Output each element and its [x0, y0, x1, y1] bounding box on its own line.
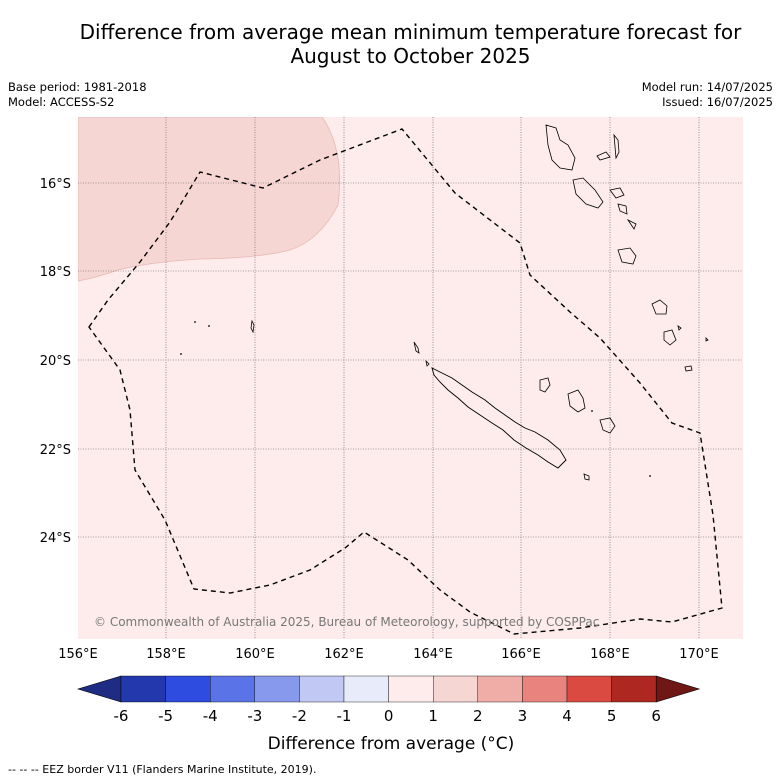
- colorbar-segment: [566, 675, 612, 703]
- colorbar-tick-label: 6: [651, 707, 661, 725]
- meta-right: Model run: 14/07/2025 Issued: 16/07/2025: [642, 80, 773, 110]
- colorbar-segment: [522, 675, 568, 703]
- title-line-1: Difference from average mean minimum tem…: [79, 20, 742, 44]
- colorbar-segment: [299, 675, 345, 703]
- reef-dot-2: [208, 325, 210, 327]
- colorbar-extend-high: [655, 675, 701, 703]
- small-islet: [425, 359, 430, 367]
- colorbar-tick-label: 2: [473, 707, 483, 725]
- espiritu-santo: [545, 124, 576, 171]
- lon-label: 156°E: [58, 647, 98, 662]
- lon-label: 170°E: [679, 647, 719, 662]
- eez-border: [88, 128, 723, 635]
- colorbar-segment: [165, 675, 211, 703]
- colorbar-tick-label: 3: [518, 707, 528, 725]
- meta-left: Base period: 1981-2018 Model: ACCESS-S2: [8, 80, 147, 110]
- colorbar-tick-label: 0: [384, 707, 394, 725]
- copyright-text: © Commonwealth of Australia 2025, Bureau…: [94, 615, 599, 629]
- lat-label: 22°S: [40, 443, 71, 458]
- anomaly-patch: [78, 117, 340, 282]
- pentecost-island: [609, 187, 625, 199]
- gridlines: [78, 117, 743, 639]
- eez-footnote: -- -- -- EEZ border V11 (Flanders Marine…: [8, 763, 317, 776]
- chesterfield-islet: [250, 319, 255, 334]
- title-line-2: August to October 2025: [290, 44, 531, 68]
- latitude-labels: 16°S 18°S 20°S 22°S 24°S: [40, 177, 71, 546]
- lifou-island: [567, 389, 586, 413]
- new-caledonia-island: [431, 367, 567, 469]
- model-run: Model run: 14/07/2025: [641, 80, 773, 94]
- colorbar-tick-label: -3: [247, 707, 262, 725]
- colorbar-tick-label: -2: [292, 707, 307, 725]
- colorbar-tick-label: 4: [562, 707, 572, 725]
- lat-label: 24°S: [40, 531, 71, 546]
- futuna-islet: [677, 325, 682, 331]
- colorbar-segment: [611, 675, 657, 703]
- aneityum-island: [684, 365, 693, 372]
- colorbar-tick-label: -4: [203, 707, 218, 725]
- lon-label: 166°E: [501, 647, 541, 662]
- lon-label: 164°E: [413, 647, 453, 662]
- colorbar-tick-label: 1: [428, 707, 438, 725]
- tanna-island: [663, 329, 677, 346]
- colorbar-tick-label: -5: [158, 707, 173, 725]
- colorbar-segment: [433, 675, 479, 703]
- reef-dot-4: [649, 475, 651, 477]
- reef-dot-3: [180, 353, 182, 355]
- longitude-labels: 156°E 158°E 160°E 162°E 164°E 166°E 168°…: [58, 647, 719, 662]
- belep-islands: [413, 341, 420, 354]
- colorbar-tick-label: -6: [114, 707, 129, 725]
- colorbar-extend-low: [76, 675, 122, 703]
- reef-dot-5: [591, 410, 593, 412]
- colorbar-segment: [388, 675, 434, 703]
- lat-label: 16°S: [40, 177, 71, 192]
- colorbar-segment: [477, 675, 523, 703]
- colorbar-segment: [343, 675, 389, 703]
- colorbar: -6 -5 -4 -3 -2 -1 0 1 2 3 4 5 6: [76, 675, 701, 725]
- lon-label: 162°E: [324, 647, 364, 662]
- ouvea-island: [539, 377, 551, 393]
- map-title: Difference from average mean minimum tem…: [0, 20, 781, 68]
- shepherd-islands: [626, 218, 637, 230]
- lon-label: 160°E: [235, 647, 275, 662]
- colorbar-segment: [254, 675, 300, 703]
- maewo-island: [613, 133, 620, 160]
- erromango-island: [651, 299, 668, 315]
- lon-label: 158°E: [146, 647, 186, 662]
- reef-dot-1: [194, 321, 196, 323]
- ambae-island: [596, 151, 611, 161]
- colorbar-tick-label: -1: [337, 707, 352, 725]
- colorbar-tick-label: 5: [607, 707, 617, 725]
- epi-islands: [617, 203, 628, 215]
- efate-island: [617, 247, 637, 265]
- mare-island: [599, 417, 616, 434]
- malekula-island: [572, 177, 604, 209]
- model-name: Model: ACCESS-S2: [8, 95, 115, 109]
- isle-of-pines: [583, 473, 590, 481]
- colorbar-title: Difference from average (°C): [268, 734, 515, 754]
- issued-date: Issued: 16/07/2025: [662, 95, 773, 109]
- base-period: Base period: 1981-2018: [8, 80, 147, 94]
- colorbar-segment: [120, 675, 166, 703]
- small-islet-east: [705, 337, 709, 342]
- lat-label: 18°S: [40, 265, 71, 280]
- colorbar-segment: [209, 675, 255, 703]
- lat-label: 20°S: [40, 354, 71, 369]
- lon-label: 168°E: [590, 647, 630, 662]
